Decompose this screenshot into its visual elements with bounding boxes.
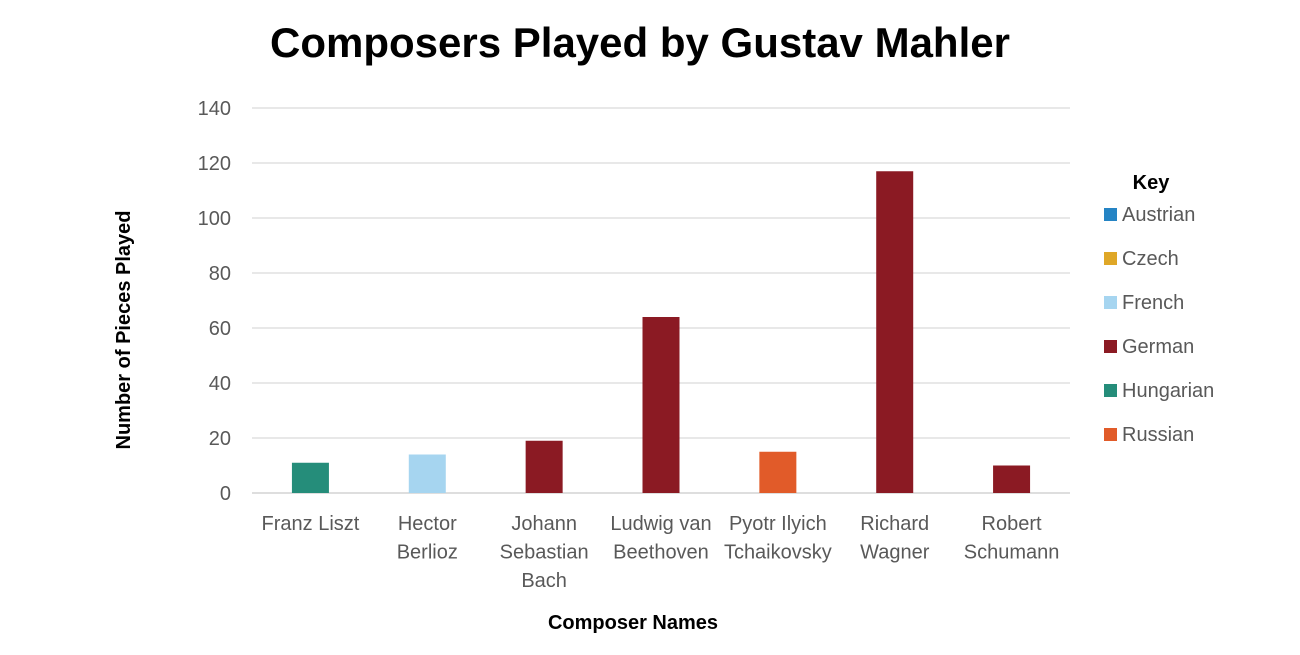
y-tick-label: 100	[198, 208, 231, 230]
x-tick-label: Richard Wagner	[860, 513, 930, 564]
legend-label: Czech	[1122, 248, 1179, 270]
bar	[291, 462, 329, 493]
bar	[876, 171, 914, 493]
legend: Key Austrian Czech French German Hungarian Ru…	[1104, 172, 1214, 446]
bar	[759, 451, 797, 493]
x-tick-label: Johann Sebastian Bach	[500, 513, 589, 592]
x-tick-label: Franz Liszt	[262, 513, 360, 535]
legend-label: French	[1122, 292, 1184, 314]
legend-items: Austrian Czech French German Hungarian Russia…	[1104, 204, 1214, 446]
legend-swatch	[1104, 252, 1117, 265]
y-tick-label: 0	[220, 483, 231, 505]
bar	[642, 317, 680, 493]
x-tick-label: Ludwig van Beethoven	[610, 513, 711, 564]
legend-swatch	[1104, 384, 1117, 397]
y-tick-label: 20	[209, 428, 231, 450]
y-tick-label: 40	[209, 373, 231, 395]
legend-label: Russian	[1122, 424, 1194, 446]
bar	[525, 440, 563, 493]
x-axis-labels: Franz Liszt Hector Berlioz Johann Sebastian B…	[262, 513, 1060, 592]
x-axis-label: Composer Names	[548, 612, 718, 634]
legend-swatch	[1104, 296, 1117, 309]
x-tick-label: Hector Berlioz	[397, 513, 458, 564]
legend-swatch	[1104, 340, 1117, 353]
bar	[993, 465, 1031, 493]
y-tick-label: 120	[198, 153, 231, 175]
legend-title: Key	[1133, 172, 1171, 194]
bars	[291, 171, 1031, 493]
y-axis-label: Number of Pieces Played	[113, 211, 135, 450]
y-tick-label: 80	[209, 263, 231, 285]
legend-label: Hungarian	[1122, 380, 1214, 402]
y-axis-ticks: 0 20 40 60 80 100 120 140	[198, 98, 231, 505]
legend-label: German	[1122, 336, 1194, 358]
y-tick-label: 140	[198, 98, 231, 120]
x-tick-label: Pyotr Ilyich Tchaikovsky	[724, 513, 832, 564]
y-tick-label: 60	[209, 318, 231, 340]
x-tick-label: Robert Schumann	[964, 513, 1060, 564]
legend-label: Austrian	[1122, 204, 1195, 226]
legend-swatch	[1104, 428, 1117, 441]
chart-title: Composers Played by Gustav Mahler	[270, 19, 1010, 66]
bar	[408, 454, 446, 493]
legend-swatch	[1104, 208, 1117, 221]
